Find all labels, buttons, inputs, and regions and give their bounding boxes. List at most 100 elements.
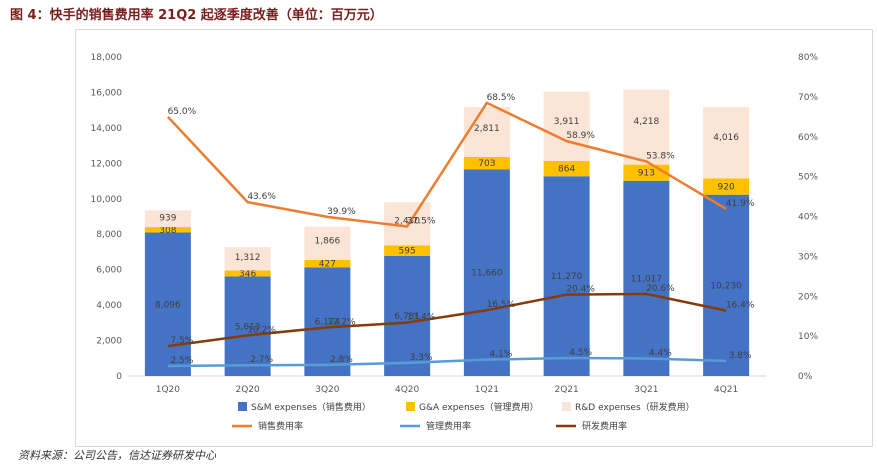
line-value-label: 58.9% — [566, 131, 595, 141]
bar-segment — [384, 245, 431, 256]
line-value-label: 3.3% — [410, 353, 433, 363]
line-value-label: 12.2% — [327, 317, 356, 327]
line-value-label: 2.8% — [330, 355, 353, 365]
x-tick-label: 4Q21 — [714, 385, 738, 395]
chart-frame: 0 2,000 4,000 6,000 8,000 10,000 12,000 14,000 1… — [75, 29, 873, 447]
line-value-label: 41.9% — [726, 199, 755, 209]
line-series — [167, 292, 727, 348]
bar-segment — [144, 210, 191, 228]
bar-value-label: 11,017 — [631, 274, 663, 284]
bar-segment — [224, 270, 271, 277]
bar-value-label: 1,866 — [314, 237, 340, 247]
bar-value-label: 4,016 — [713, 133, 739, 143]
bar-segment — [543, 160, 590, 177]
bar-value-label: 913 — [638, 169, 655, 179]
legend-label: R&D expenses（研发费用） — [575, 401, 695, 413]
line-value-label: 4.5% — [569, 348, 592, 358]
x-tick-label: 4Q20 — [395, 385, 420, 395]
line-value-label: 20.4% — [566, 285, 595, 295]
bar-value-label: 703 — [478, 159, 495, 169]
bar-value-label: 4,218 — [633, 117, 659, 127]
line-value-label: 53.8% — [646, 151, 675, 161]
figure-caption: 图 4：快手的销售费用率 21Q2 起逐季度改善（单位：百万元） — [10, 8, 383, 23]
y-right-tick: 20% — [798, 292, 818, 302]
bar-value-label: 1,312 — [235, 253, 261, 263]
bar-segment — [543, 91, 590, 161]
bar-segment — [304, 259, 351, 268]
y-right-tick: 10% — [798, 332, 818, 342]
bar-value-label: 308 — [159, 226, 176, 236]
line-series — [167, 356, 727, 368]
y-left-tick: 4,000 — [96, 301, 122, 311]
legend-label: S&M expenses（销售费用） — [251, 401, 371, 413]
line-value-label: 20.6% — [646, 284, 675, 294]
line-value-label: 2.5% — [170, 356, 193, 366]
y-right-tick: 80% — [798, 53, 818, 63]
line-value-label: 68.5% — [487, 93, 516, 103]
bar-segment — [463, 169, 510, 376]
x-tick-label: 2Q20 — [235, 385, 260, 395]
bar-value-label: 346 — [239, 269, 256, 279]
y-left-tick: 16,000 — [91, 88, 123, 98]
y-left-tick: 14,000 — [91, 124, 123, 134]
bar-segment — [144, 227, 191, 233]
bar-segment — [144, 232, 191, 376]
line-value-label: 13.4% — [407, 313, 436, 323]
y-right-tick: 50% — [798, 173, 818, 183]
bar-segment — [623, 89, 670, 165]
bar-value-label: 595 — [399, 247, 416, 257]
y-right-tick: 40% — [798, 213, 818, 223]
bar-value-label: 8,096 — [155, 300, 181, 310]
y-right-tick: 0% — [798, 372, 813, 382]
bar-segment — [304, 226, 351, 260]
bar-segment — [703, 194, 750, 376]
bar-value-label: 939 — [159, 213, 176, 223]
bar-segment — [463, 107, 510, 157]
legend-swatch — [238, 402, 247, 411]
source-note: 资料来源：公司公告，信达证券研发中心 — [18, 449, 216, 462]
bar-value-label: 6,781 — [394, 312, 420, 322]
bar-value-label: 864 — [558, 165, 575, 175]
line-value-label: 65.0% — [168, 107, 197, 117]
bar-segment — [463, 156, 510, 170]
legend-label: 研发费用率 — [582, 420, 627, 432]
line-value-label: 7.5% — [170, 336, 193, 346]
legend-label: G&A expenses（管理费用） — [419, 401, 539, 413]
line-value-label: 37.5% — [407, 216, 436, 226]
bar-value-label: 920 — [718, 183, 735, 193]
line-value-label: 39.9% — [327, 207, 356, 217]
bar-segment — [543, 176, 590, 376]
y-left-tick: 12,000 — [91, 159, 123, 169]
bar-segment — [703, 107, 750, 179]
x-tick-label: 1Q21 — [475, 385, 499, 395]
legend-label: 管理费用率 — [426, 420, 471, 432]
bar-segment — [623, 180, 670, 376]
bar-value-label: 2,811 — [474, 124, 500, 134]
y-left-tick: 8,000 — [96, 230, 122, 240]
x-tick-label: 3Q20 — [315, 385, 340, 395]
line-value-label: 43.6% — [247, 192, 276, 202]
y-right-tick: 70% — [798, 93, 818, 103]
y-left-tick: 6,000 — [96, 266, 122, 276]
bar-value-label: 427 — [319, 260, 336, 270]
y-left-tick: 2,000 — [96, 337, 122, 347]
bar-value-label: 6,124 — [314, 318, 340, 328]
line-value-label: 4.1% — [489, 350, 512, 360]
bar-segment — [224, 276, 271, 376]
bar-value-label: 5,613 — [235, 322, 261, 332]
bar-segment — [703, 178, 750, 195]
line-value-label: 4.4% — [649, 348, 672, 358]
legend-label: 销售费用率 — [258, 420, 303, 432]
bar-value-label: 10,230 — [710, 281, 742, 291]
line-value-label: 10.2% — [247, 325, 276, 335]
bar-value-label: 11,660 — [471, 269, 503, 279]
y-right-tick: 60% — [798, 133, 818, 143]
line-value-label: 2.7% — [250, 355, 273, 365]
expense-chart: 0 2,000 4,000 6,000 8,000 10,000 12,000 14,000 1… — [91, 53, 819, 432]
legend-swatch — [562, 402, 571, 411]
y-left-tick: 10,000 — [91, 195, 123, 205]
y-right-tick: 30% — [798, 252, 818, 262]
x-tick-label: 3Q21 — [634, 385, 658, 395]
x-tick-label: 2Q21 — [554, 385, 578, 395]
bar-value-label: 2,430 — [394, 216, 420, 226]
